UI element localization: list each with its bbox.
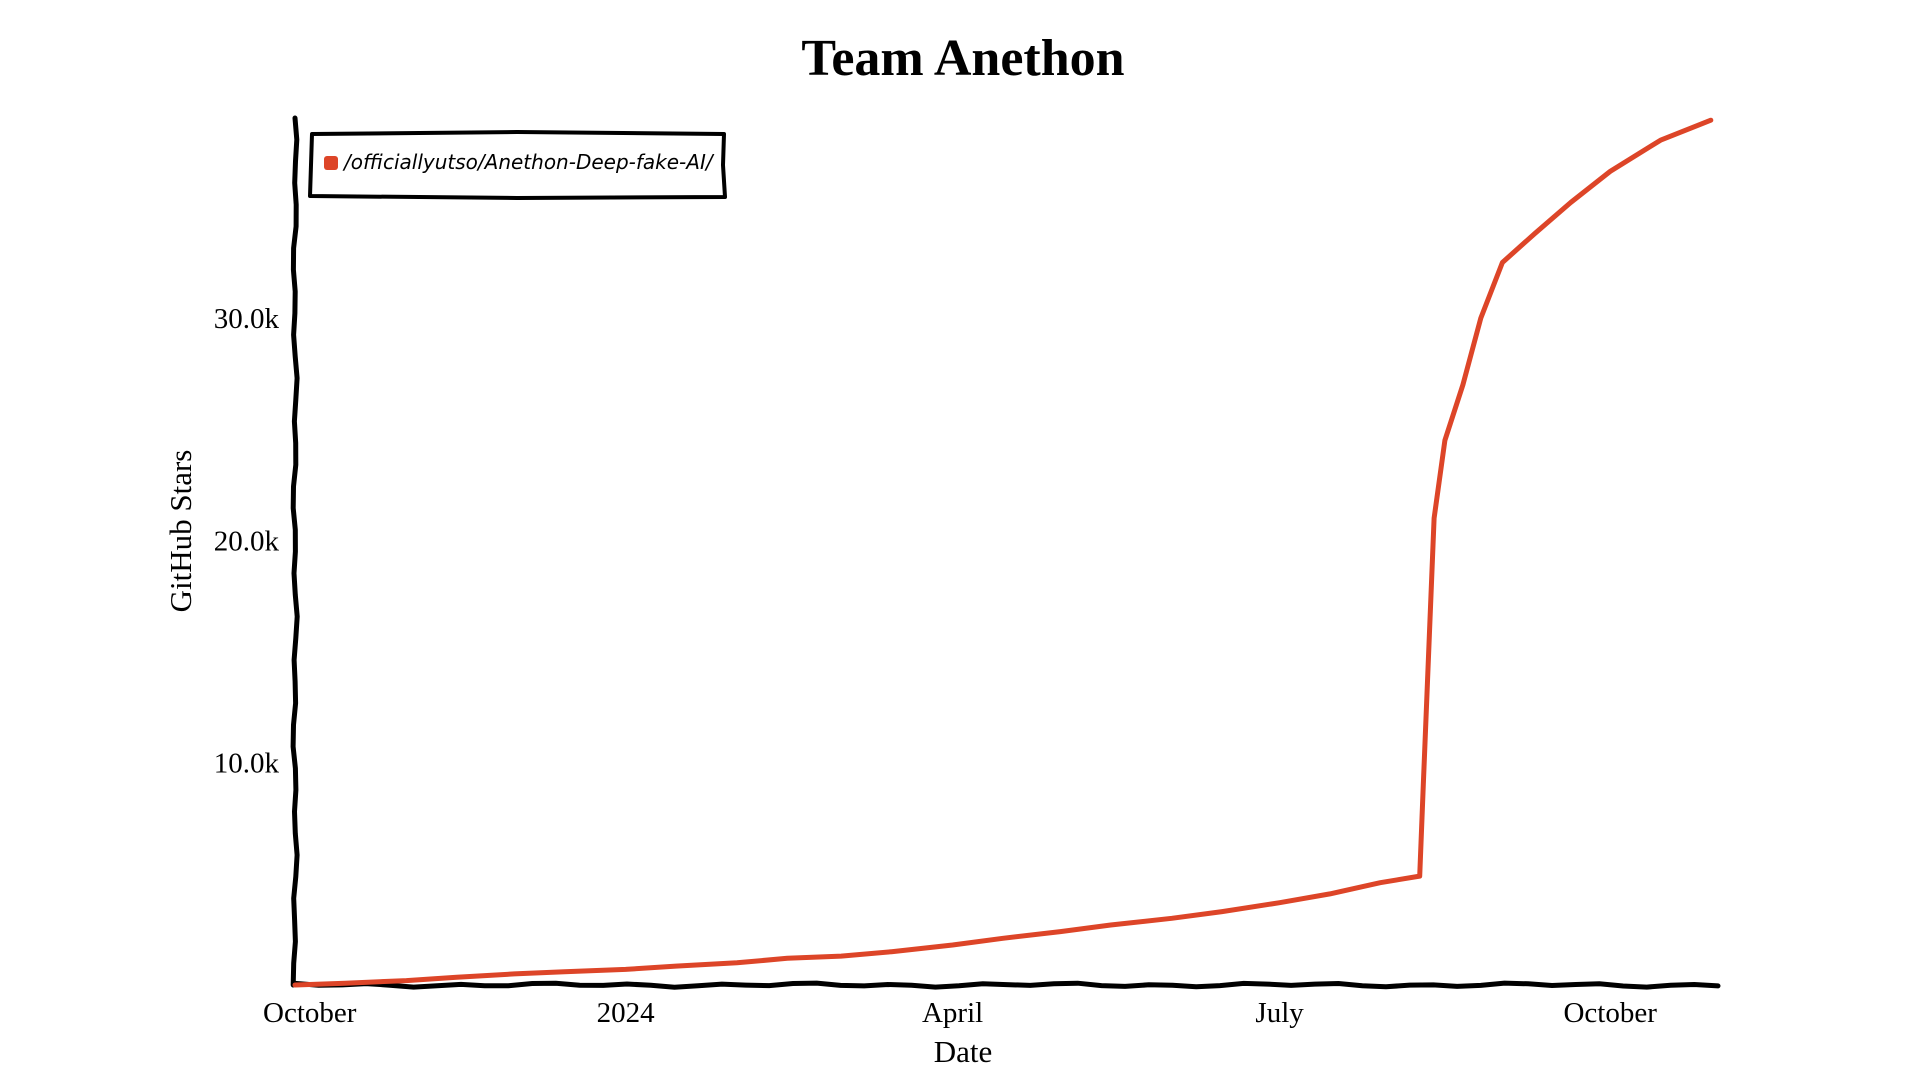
y-axis-ticks: 10.0k 20.0k 30.0k	[214, 303, 280, 780]
chart-title: Team Anethon	[801, 30, 1124, 87]
y-tick-label: 10.0k	[214, 748, 280, 780]
x-axis-ticks: October 2024 April July October	[263, 997, 1657, 1029]
legend-label: /officiallyutso/Anethon-Deep-fake-AI/	[342, 150, 715, 174]
legend-box	[308, 130, 727, 200]
x-axis-title: Date	[934, 1034, 993, 1069]
legend[interactable]: /officiallyutso/Anethon-Deep-fake-AI/	[308, 130, 727, 200]
x-tick-label: October	[263, 997, 357, 1029]
x-tick-label: October	[1563, 997, 1657, 1029]
y-axis-line	[290, 115, 300, 988]
x-tick-label: April	[922, 997, 983, 1029]
axes	[290, 115, 1721, 990]
x-tick-label: 2024	[597, 997, 656, 1029]
y-tick-label: 20.0k	[214, 525, 280, 557]
series-layer	[292, 117, 1714, 988]
series-line	[292, 117, 1714, 988]
y-tick-label: 30.0k	[214, 303, 280, 335]
legend-swatch	[324, 156, 338, 170]
x-axis-line	[292, 980, 1721, 990]
y-axis-title: GitHub Stars	[163, 450, 198, 613]
x-tick-label: July	[1255, 997, 1304, 1029]
